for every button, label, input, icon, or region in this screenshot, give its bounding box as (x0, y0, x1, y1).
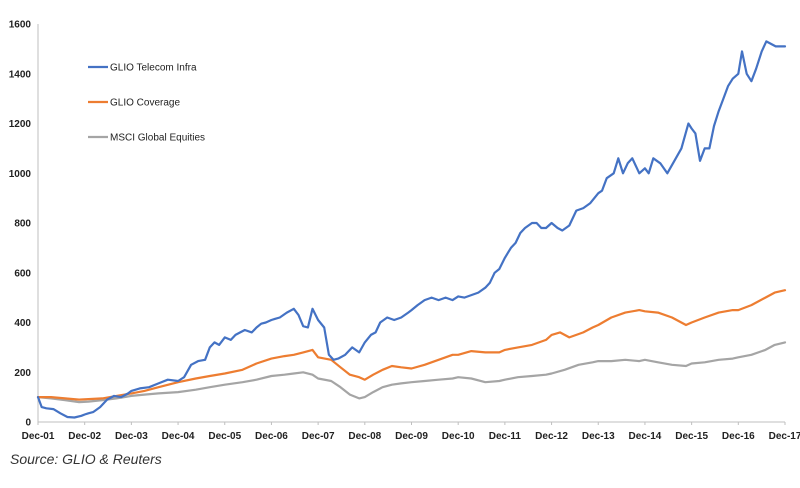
x-tick-label: Dec-17 (769, 431, 800, 442)
series-lines (36, 40, 787, 419)
x-tick-label: Dec-13 (582, 431, 615, 442)
legend: GLIO Telecom Infra GLIO Coverage MSCI Glob… (88, 63, 205, 144)
legend-label: GLIO Telecom Infra (110, 63, 197, 74)
y-tick-label: 1600 (9, 20, 32, 31)
x-tick-label: Dec-05 (208, 431, 241, 442)
x-tick-label: Dec-03 (115, 431, 148, 442)
x-tick-label: Dec-01 (22, 431, 55, 442)
legend-label: MSCI Global Equities (110, 133, 205, 144)
y-tick-label: 0 (25, 418, 31, 429)
legend-label: GLIO Coverage (110, 98, 180, 109)
x-tick-label: Dec-12 (535, 431, 568, 442)
y-tick-label: 400 (14, 318, 31, 329)
y-tick-label: 1400 (9, 69, 32, 80)
x-tick-label: Dec-09 (395, 431, 428, 442)
axes: 0 200 400 600 800 1000 1200 1400 1600 Dec-01 Dec-0… (9, 20, 800, 443)
x-tick-label: Dec-02 (68, 431, 101, 442)
y-tick-label: 200 (14, 368, 31, 379)
source-note: Source: GLIO & Reuters (10, 451, 162, 467)
x-tick-label: Dec-14 (629, 431, 662, 442)
x-tick-label: Dec-06 (255, 431, 288, 442)
x-tick-label: Dec-08 (348, 431, 381, 442)
y-tick-label: 1200 (9, 119, 32, 130)
x-tick-label: Dec-15 (675, 431, 708, 442)
x-tick-label: Dec-11 (489, 431, 522, 442)
x-tick-label: Dec-04 (162, 431, 195, 442)
series-line-3 (36, 341, 787, 404)
x-tick-label: Dec-10 (442, 431, 475, 442)
y-tick-label: 600 (14, 268, 31, 279)
series-line-1 (36, 40, 787, 419)
x-tick-label: Dec-16 (722, 431, 755, 442)
series-line-2 (36, 289, 787, 401)
y-tick-label: 800 (14, 219, 31, 230)
y-tick-label: 1000 (9, 169, 32, 180)
x-tick-label: Dec-07 (302, 431, 335, 442)
